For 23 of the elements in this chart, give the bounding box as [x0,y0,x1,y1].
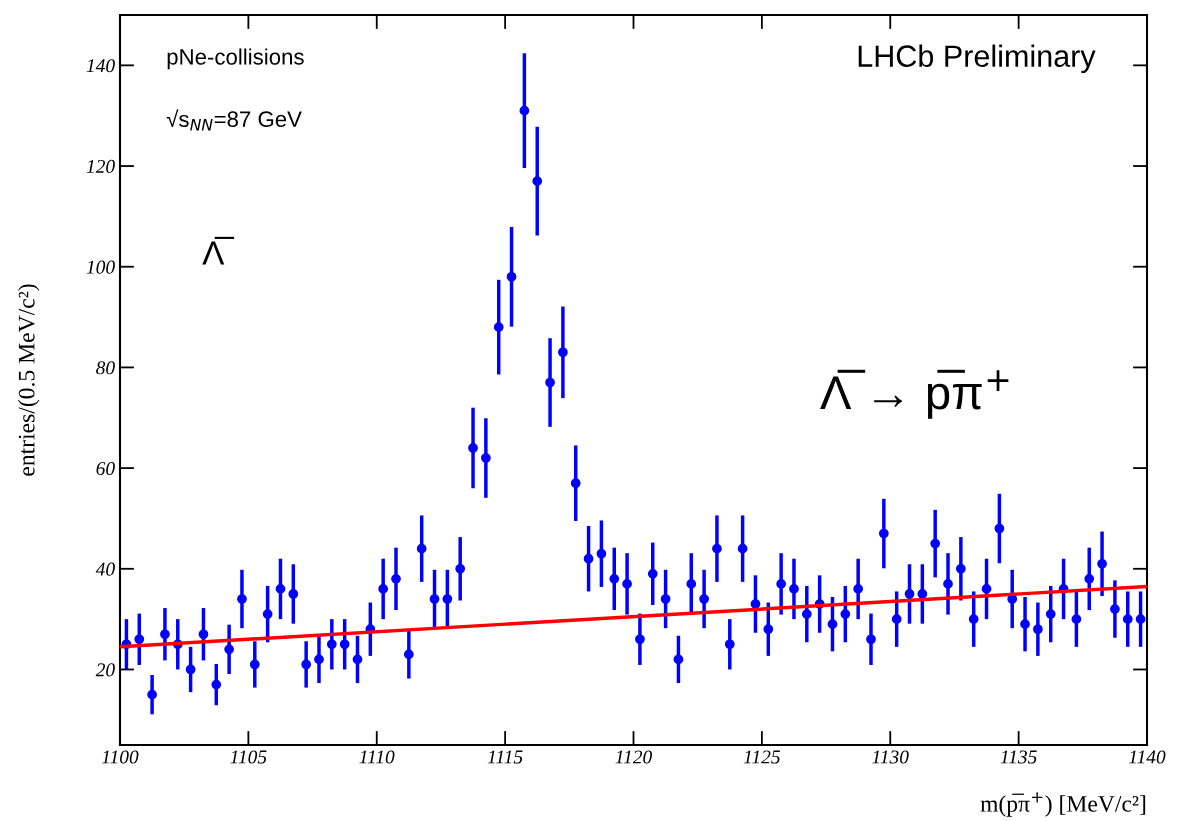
x-tick-label: 1140 [1128,750,1166,764]
x-tick-label: 1120 [615,750,652,764]
y-tick-label: 100 [86,260,115,274]
x-tick-label: 1100 [101,750,139,764]
y-axis-title: entries/(0.5 MeV/c²) [18,284,40,476]
x-tick-label: 1110 [359,750,395,764]
annotation: LHCb Preliminary [858,44,1096,74]
x-tick-label: 1125 [743,750,781,764]
y-tick-label: 140 [86,59,115,73]
annotation: Λ̅ → p̅π$^{+}$ [820,369,1009,419]
y-tick-label: 120 [86,159,115,173]
x-tick-label: 1130 [872,750,909,764]
x-axis-title: m(p̅π$^{+}$) [MeV/c²] [980,792,1146,817]
x-tick-label: 1115 [487,750,523,764]
annotation: Λ̅ [202,236,235,265]
annotation: √s$_{NN}$=87 GeV [166,109,302,131]
annotation: pNe-collisions [167,48,304,70]
y-tick-label: 40 [95,562,115,576]
y-tick-label: 20 [95,663,115,677]
y-tick-label: 80 [96,361,115,375]
x-tick-label: 1105 [230,750,267,764]
x-tick-label: 1135 [1000,750,1037,764]
y-tick-label: 60 [96,461,115,476]
